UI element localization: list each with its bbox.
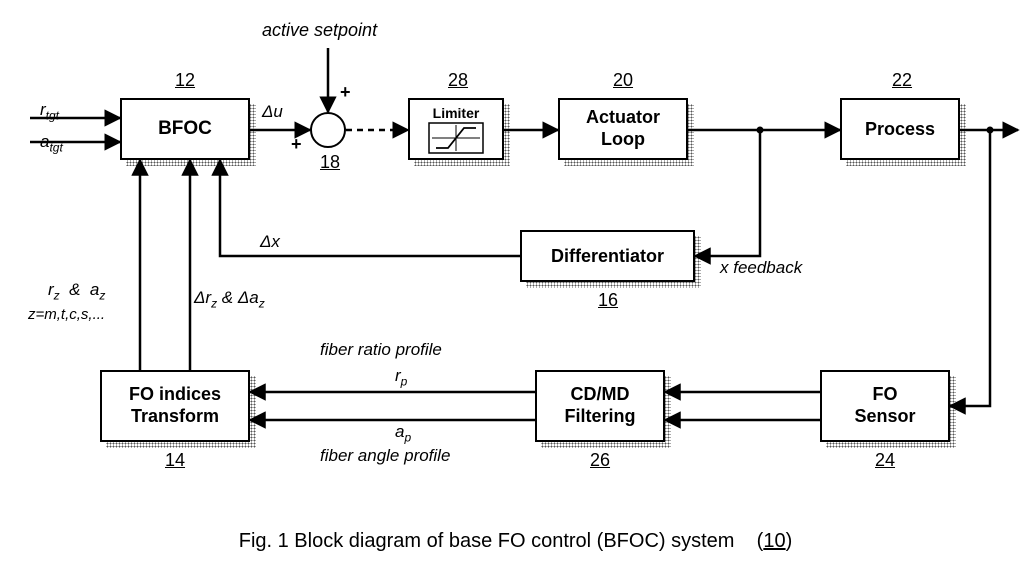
cdmd-num: 26 [590,450,610,471]
drz-daz-label: Δrz & Δaz [194,288,265,310]
delta-u-label: Δu [262,102,283,122]
actuator-num: 20 [613,70,633,91]
limiter-block: Limiter [408,98,504,160]
diff-label: Differentiator [551,246,664,267]
caption-num-inner: 10 [763,530,785,552]
bfoc-label: BFOC [158,118,212,140]
diagram-canvas: { "diagram": { "type": "flowchart", "bac… [0,0,1031,587]
limiter-label: Limiter [433,106,480,120]
sum-num: 18 [320,152,340,173]
plus-top: + [340,82,351,103]
figure-caption: Fig. 1 Block diagram of base FO control … [0,530,1031,553]
summing-junction [310,112,346,148]
active-setpoint-label: active setpoint [262,20,377,41]
ap-label: ap [395,422,411,444]
fosensor-num: 24 [875,450,895,471]
actuator-block: Actuator Loop [558,98,688,160]
delta-x-label: Δx [260,232,280,252]
rp-label: rp [395,366,407,388]
rz-az-label: rz & az [48,280,105,302]
limiter-num: 28 [448,70,468,91]
caption-text: Fig. 1 Block diagram of base FO control … [239,530,735,552]
diff-num: 16 [598,290,618,311]
fiber-angle-label: fiber angle profile [320,446,450,466]
x-feedback-label: x feedback [720,258,802,278]
foidx-label: FO indices Transform [129,384,221,427]
plus-left: + [291,134,302,155]
edges-overlay [0,0,1031,587]
foidx-block: FO indices Transform [100,370,250,442]
cdmd-block: CD/MD Filtering [535,370,665,442]
cdmd-label: CD/MD Filtering [565,384,636,427]
diff-block: Differentiator [520,230,695,282]
fosensor-block: FO Sensor [820,370,950,442]
foidx-num: 14 [165,450,185,471]
fosensor-label: FO Sensor [854,384,915,427]
process-label: Process [865,119,935,140]
fiber-ratio-label: fiber ratio profile [320,340,442,360]
limiter-icon [428,122,484,154]
process-num: 22 [892,70,912,91]
r-tgt-label: rtgt [40,100,59,122]
bfoc-num: 12 [175,70,195,91]
process-block: Process [840,98,960,160]
z-eq-label: z=m,t,c,s,... [28,306,105,323]
actuator-label: Actuator Loop [586,107,660,150]
a-tgt-label: atgt [40,132,63,154]
bfoc-block: BFOC [120,98,250,160]
